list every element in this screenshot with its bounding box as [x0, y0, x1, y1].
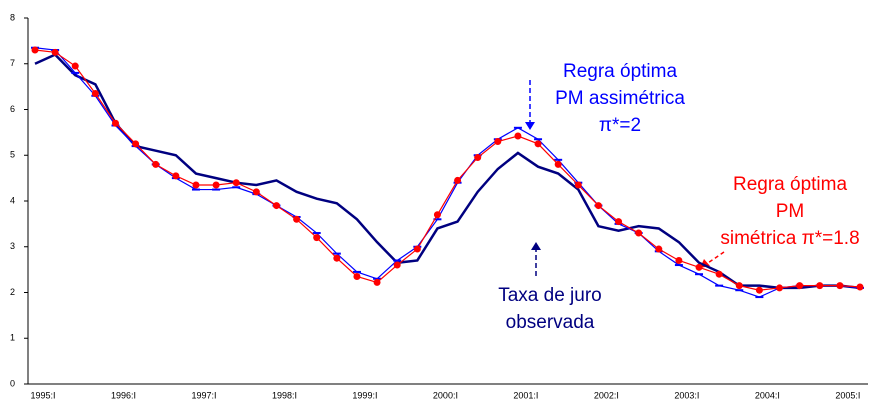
point: [514, 132, 522, 140]
point: [31, 46, 39, 54]
point: [111, 119, 119, 127]
y-tick-label: 4: [10, 195, 15, 205]
point: [574, 181, 582, 189]
y-tick-label: 3: [10, 241, 15, 251]
point: [735, 282, 743, 290]
point: [293, 215, 301, 223]
arrowhead: [531, 242, 541, 250]
x-tick-label: 2004:I: [755, 390, 780, 400]
point: [232, 179, 240, 187]
annotation: Regra óptima: [563, 61, 677, 82]
point: [715, 270, 723, 278]
annotation: observada: [506, 312, 595, 333]
annotation: Regra óptima: [733, 174, 847, 195]
series-line: [34, 49, 861, 291]
arrow-red: [704, 251, 725, 266]
point: [91, 89, 99, 97]
point: [655, 245, 663, 253]
y-tick-label: 0: [10, 378, 15, 388]
y-tick-label: 7: [10, 58, 15, 68]
point: [192, 181, 200, 189]
point: [152, 160, 160, 168]
point: [353, 272, 361, 280]
series-line: [34, 47, 861, 298]
annotation: Taxa de juro: [498, 285, 602, 306]
point: [393, 261, 401, 269]
annotation: simétrica π*=1.8: [720, 228, 859, 249]
point: [433, 211, 441, 219]
point: [272, 202, 280, 210]
x-tick-label: 2002:I: [594, 390, 619, 400]
point: [635, 229, 643, 237]
point: [413, 245, 421, 253]
x-tick-label: 2000:I: [433, 390, 458, 400]
series-line: [34, 53, 861, 290]
x-tick-label: 1997:I: [191, 390, 216, 400]
annotation: π*=2: [599, 115, 641, 136]
x-tick-label: 1998:I: [272, 390, 297, 400]
point: [132, 140, 140, 148]
point: [252, 188, 260, 196]
point: [695, 263, 703, 271]
y-tick-label: 8: [10, 12, 15, 22]
point: [333, 254, 341, 262]
x-tick-label: 2003:I: [674, 390, 699, 400]
point: [856, 283, 864, 291]
point: [615, 218, 623, 226]
point: [594, 202, 602, 210]
point: [836, 282, 844, 290]
point: [212, 181, 220, 189]
point: [796, 282, 804, 290]
point: [373, 278, 381, 286]
point: [675, 256, 683, 264]
point: [776, 284, 784, 292]
y-tick-label: 1: [10, 333, 15, 343]
point: [474, 154, 482, 162]
x-tick-label: 2005:I: [835, 390, 860, 400]
y-tick-label: 6: [10, 104, 15, 114]
x-tick-label: 1996:I: [111, 390, 136, 400]
y-tick-label: 5: [10, 150, 15, 160]
point: [534, 140, 542, 148]
point: [454, 176, 462, 184]
point: [313, 234, 321, 242]
arrowhead: [525, 122, 535, 130]
point: [755, 286, 763, 294]
x-tick-label: 1995:I: [30, 390, 55, 400]
point: [172, 172, 180, 180]
annotation: PM assimétrica: [555, 88, 685, 109]
annotation: PM: [776, 201, 805, 222]
point: [816, 282, 824, 290]
x-tick-label: 1999:I: [352, 390, 377, 400]
x-tick-label: 2001:I: [513, 390, 538, 400]
point: [51, 48, 59, 56]
point: [494, 138, 502, 146]
point: [71, 62, 79, 70]
y-tick-label: 2: [10, 287, 15, 297]
point: [554, 160, 562, 168]
